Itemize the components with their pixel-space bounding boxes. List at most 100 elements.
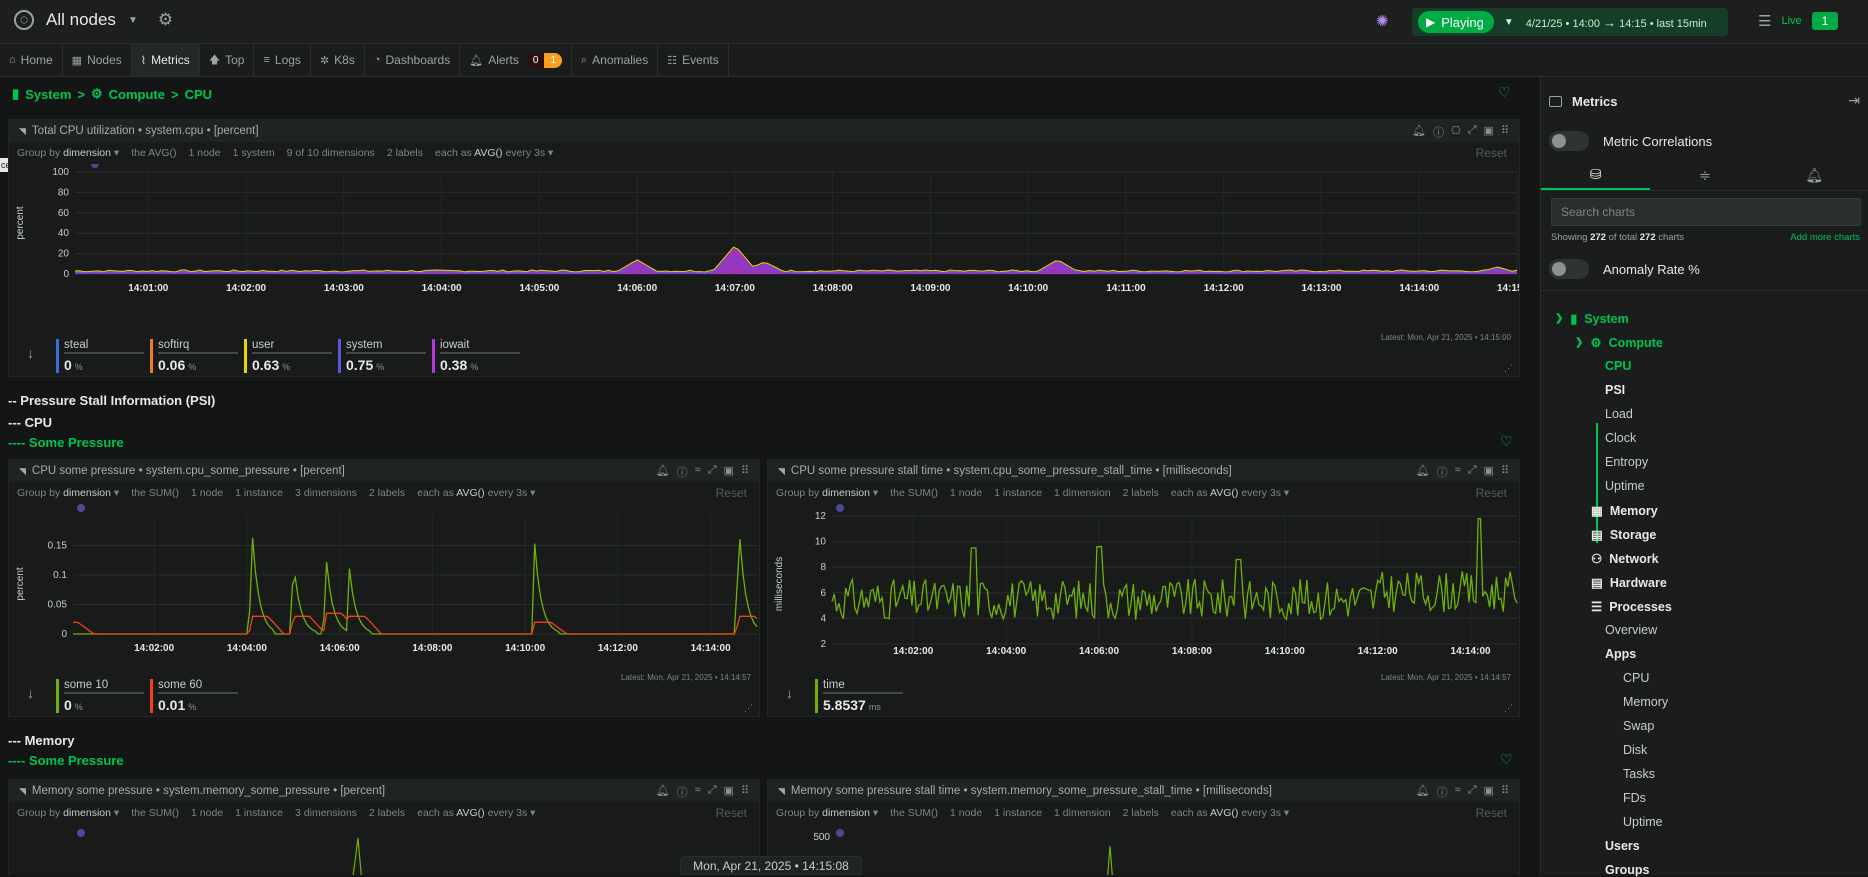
aggregation-dropdown[interactable]: the SUM() — [131, 807, 180, 819]
chevron-down-icon[interactable]: ▼ — [127, 14, 138, 26]
tree-item-apps-swap[interactable]: Swap — [1623, 719, 1655, 733]
tab-logs[interactable]: ≡ Logs — [254, 44, 311, 76]
drag-handle-icon[interactable]: ⠿ — [740, 785, 749, 797]
tab-top[interactable]: 🡅 Top — [200, 44, 255, 76]
tab-home[interactable]: ⌂ Home — [0, 44, 63, 76]
tab-k8s[interactable]: ✲ K8s — [311, 44, 365, 76]
node-selector-title[interactable]: All nodes — [46, 10, 116, 29]
bell-icon[interactable]: 🔔︎ — [1412, 125, 1427, 137]
bell-icon[interactable]: 🔔︎ — [1415, 465, 1430, 477]
tree-item-users[interactable]: Users — [1605, 839, 1640, 853]
tree-item-uptime[interactable]: Uptime — [1605, 479, 1645, 493]
info-icon[interactable]: ⓘ — [1436, 787, 1448, 799]
drag-handle-icon[interactable]: ⠿ — [1500, 785, 1509, 797]
lightbulb-icon[interactable]: ✺ — [1376, 13, 1389, 30]
instances-dropdown[interactable]: 1 instance — [235, 487, 284, 499]
tab-dashboards[interactable]: ◔ Dashboards — [365, 44, 461, 76]
add-more-charts-link[interactable]: Add more charts — [1790, 232, 1860, 243]
drag-handle-icon[interactable]: ⠿ — [1500, 125, 1509, 137]
instances-dropdown[interactable]: 1 instance — [235, 807, 284, 819]
tab-nodes[interactable]: ▦ Nodes — [63, 44, 132, 76]
tree-item-groups[interactable]: Groups — [1605, 863, 1650, 877]
labels-dropdown[interactable]: 2 labels — [368, 807, 406, 819]
tree-item-apps-tasks[interactable]: Tasks — [1623, 767, 1655, 781]
collapse-sidebar-icon[interactable]: ⇥ — [1848, 92, 1860, 108]
playing-button[interactable]: ▶ Playing — [1418, 11, 1494, 33]
legend-item-some-60[interactable]: some 60 0.01% — [150, 679, 238, 713]
tree-item-psi[interactable]: PSI — [1605, 383, 1626, 397]
labels-dropdown[interactable]: 2 labels — [368, 487, 406, 499]
tree-item-compute[interactable]: ❯ ⚙ Compute — [1575, 335, 1663, 351]
legend-item-some-10[interactable]: some 10 0% — [56, 679, 144, 713]
reset-button[interactable]: Reset — [715, 806, 747, 820]
group-by-dropdown[interactable]: Group by dimension ▾ — [776, 487, 879, 499]
expand-icon[interactable]: ⤢ — [1467, 124, 1477, 136]
heart-icon[interactable]: ♡ — [1500, 751, 1513, 767]
time-aggregation-dropdown[interactable]: each as AVG() every 3s ▾ — [435, 147, 554, 159]
tree-item-system[interactable]: ❯ ▮ System — [1555, 311, 1629, 327]
chart-menu-icon[interactable]: ◥ — [19, 465, 26, 476]
bell-icon[interactable]: 🔔︎ — [1415, 785, 1430, 797]
cpu-some-pressure-chart[interactable]: 0.15 0.1 0.05 0 percent 14:02:00 14:04:00 14:06… — [9, 504, 759, 669]
tree-item-apps-memory[interactable]: Memory — [1623, 695, 1669, 709]
resize-handle-icon[interactable]: ⋰ — [1504, 363, 1513, 373]
tab-alerts-sidebar[interactable]: 🔔︎ — [1760, 161, 1868, 190]
group-by-dropdown[interactable]: Group by dimension ▾ — [17, 487, 120, 499]
reset-button[interactable]: Reset — [1475, 146, 1507, 160]
aggregation-dropdown[interactable]: the SUM() — [131, 487, 180, 499]
time-aggregation-dropdown[interactable]: each as AVG() every 3s ▾ — [1170, 487, 1290, 499]
legend-item-steal[interactable]: steal 0% — [56, 339, 144, 373]
tree-item-apps-fds[interactable]: FDs — [1623, 791, 1646, 805]
nodes-dropdown[interactable]: 1 node — [191, 807, 224, 819]
aggregation-dropdown[interactable]: the SUM() — [890, 487, 939, 499]
nodes-dropdown[interactable]: 1 node — [950, 807, 983, 819]
reset-button[interactable]: Reset — [1475, 806, 1507, 820]
tree-item-storage[interactable]: ▤ Storage — [1591, 527, 1657, 543]
save-icon[interactable]: ▣ — [723, 785, 734, 797]
group-by-dropdown[interactable]: Group by dimension ▾ — [17, 147, 120, 159]
legend-item-iowait[interactable]: iowait 0.38% — [432, 339, 520, 373]
bell-icon[interactable]: 🔔︎ — [655, 465, 670, 477]
legend-item-system[interactable]: system 0.75% — [338, 339, 426, 373]
tree-item-apps-cpu[interactable]: CPU — [1623, 671, 1650, 685]
chart-menu-icon[interactable]: ◥ — [778, 465, 785, 476]
legend-item-time[interactable]: time 5.8537 ms — [815, 679, 903, 713]
metric-correlations-toggle[interactable] — [1549, 131, 1589, 151]
labels-dropdown[interactable]: 2 labels — [1122, 487, 1159, 499]
total-cpu-chart[interactable]: 100 80 60 40 20 0 percent 14:01:00 14:02:00 14:03… — [9, 164, 1519, 324]
bell-icon[interactable]: 🔔︎ — [655, 785, 670, 797]
aggregation-dropdown[interactable]: the AVG() — [131, 147, 177, 159]
legend-item-softirq[interactable]: softirq 0.06% — [150, 339, 238, 373]
tree-item-apps-disk[interactable]: Disk — [1623, 743, 1648, 757]
expand-icon[interactable]: ⤢ — [1467, 784, 1477, 796]
correlation-icon[interactable]: ≈ — [694, 464, 701, 476]
info-icon[interactable]: ⓘ — [1433, 127, 1445, 139]
box-icon[interactable]: ⎔ — [1451, 125, 1461, 137]
tree-item-apps-uptime[interactable]: Uptime — [1623, 815, 1663, 829]
tree-item-processes[interactable]: ☰ Processes — [1591, 599, 1672, 615]
time-aggregation-dropdown[interactable]: each as AVG() every 3s ▾ — [1170, 807, 1290, 819]
dimensions-dropdown[interactable]: 1 dimension — [1054, 807, 1111, 819]
time-range[interactable]: 4/21/25 • 14:00 → 14:15 • last 15min — [1525, 14, 1707, 30]
arrow-down-icon[interactable]: ↓ — [786, 685, 793, 701]
memory-some-pressure-chart[interactable] — [9, 824, 759, 875]
instances-dropdown[interactable]: 1 system — [232, 147, 275, 159]
anomaly-rate-toggle[interactable] — [1549, 259, 1589, 279]
resize-handle-icon[interactable]: ⋰ — [744, 703, 753, 713]
instances-dropdown[interactable]: 1 instance — [994, 487, 1043, 499]
instances-dropdown[interactable]: 1 instance — [994, 807, 1043, 819]
tree-item-entropy[interactable]: Entropy — [1605, 455, 1649, 469]
expand-icon[interactable]: ⤢ — [707, 784, 717, 796]
tree-item-load[interactable]: Load — [1605, 407, 1633, 421]
expand-icon[interactable]: ⤢ — [707, 464, 717, 476]
search-charts-input[interactable] — [1551, 198, 1861, 226]
save-icon[interactable]: ▣ — [1483, 785, 1494, 797]
expand-icon[interactable]: ⤢ — [1467, 464, 1477, 476]
correlation-icon[interactable]: ≈ — [694, 784, 701, 796]
chevron-down-icon[interactable]: ▼ — [1503, 16, 1514, 28]
nodes-dropdown[interactable]: 1 node — [191, 487, 224, 499]
tab-anomalies[interactable]: ⌕ Anomalies — [572, 44, 659, 76]
nodes-icon[interactable]: ⬡ — [14, 10, 34, 30]
gear-icon[interactable]: ⚙ — [157, 10, 174, 29]
